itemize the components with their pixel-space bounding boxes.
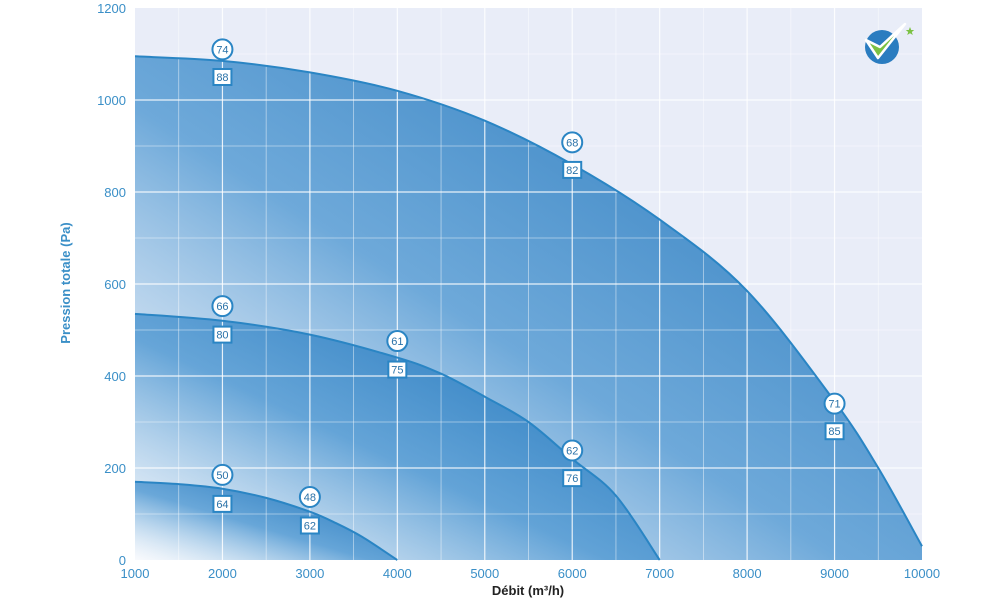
annotation-marker: 50 64 — [211, 463, 234, 513]
circle-marker-value: 68 — [566, 137, 578, 149]
square-marker — [212, 68, 233, 86]
circle-marker-value: 62 — [566, 446, 578, 458]
circle-marker-value: 74 — [216, 44, 228, 56]
square-marker — [562, 160, 583, 179]
circle-marker — [823, 392, 846, 415]
x-axis-label: Débit (m³/h) — [492, 583, 564, 598]
y-tick-label: 400 — [104, 369, 126, 384]
circle-marker-value: 61 — [391, 336, 403, 348]
annotation-marker: 61 75 — [386, 330, 409, 379]
circle-marker-value: 71 — [828, 399, 840, 411]
square-marker-value: 64 — [216, 499, 228, 511]
x-tick-label: 10000 — [904, 566, 940, 581]
x-tick-label: 2000 — [208, 566, 237, 581]
square-marker — [212, 325, 233, 344]
x-tick-label: 5000 — [470, 566, 499, 581]
square-marker — [562, 469, 583, 488]
x-tick-label: 4000 — [383, 566, 412, 581]
y-tick-label: 1200 — [97, 1, 126, 16]
square-marker-value: 62 — [304, 521, 316, 533]
annotation-marker: 74 88 — [211, 38, 234, 86]
circle-marker — [561, 131, 584, 154]
circle-marker — [298, 485, 321, 508]
circle-marker-value: 50 — [216, 470, 228, 482]
square-marker-value: 75 — [391, 365, 403, 377]
circle-marker — [561, 439, 584, 462]
x-tick-label: 7000 — [645, 566, 674, 581]
square-marker-value: 82 — [566, 165, 578, 177]
annotation-marker: 71 85 — [823, 392, 846, 441]
annotation-marker: 68 82 — [561, 131, 584, 179]
square-marker — [387, 360, 408, 379]
series-2-line — [134, 312, 661, 561]
y-tick-label: 1000 — [97, 93, 126, 108]
y-tick-label: 800 — [104, 185, 126, 200]
series-3-line — [134, 480, 398, 561]
star-icon — [905, 27, 915, 35]
square-marker-value: 88 — [216, 72, 228, 84]
x-tick-label: 3000 — [295, 566, 324, 581]
x-tick-label: 9000 — [820, 566, 849, 581]
circle-marker — [211, 463, 234, 486]
check-icon — [864, 22, 907, 60]
square-marker — [299, 516, 320, 535]
y-tick-label: 0 — [119, 553, 126, 568]
circle-marker — [211, 295, 234, 318]
x-tick-label: 1000 — [121, 566, 150, 581]
circle-marker-value: 48 — [304, 492, 316, 504]
x-tick-label: 6000 — [558, 566, 587, 581]
square-marker — [824, 422, 845, 441]
circle-marker — [386, 330, 409, 353]
circle-marker-value: 66 — [216, 301, 228, 313]
circle-marker — [211, 38, 234, 61]
annotation-marker: 48 62 — [298, 485, 321, 535]
y-tick-label: 600 — [104, 277, 126, 292]
square-marker-value: 85 — [828, 426, 840, 438]
square-marker — [212, 494, 233, 513]
annotation-marker: 62 76 — [561, 439, 584, 488]
y-axis-label: Pression totale (Pa) — [58, 222, 73, 343]
y-tick-label: 200 — [104, 461, 126, 476]
square-marker-value: 80 — [216, 330, 228, 342]
x-tick-label: 8000 — [733, 566, 762, 581]
square-marker-value: 76 — [566, 473, 578, 485]
check-mark-logo — [864, 22, 915, 64]
annotation-marker: 66 80 — [211, 295, 234, 344]
